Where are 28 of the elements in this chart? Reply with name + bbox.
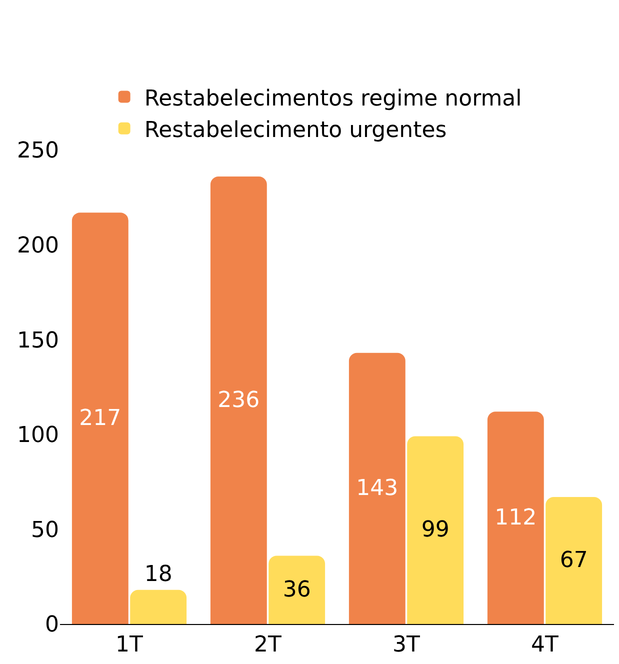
bar xyxy=(487,412,544,624)
legend-label: Restabelecimentos regime normal xyxy=(144,86,522,112)
bar xyxy=(72,212,128,624)
y-tick-label: 50 xyxy=(31,518,59,543)
bar xyxy=(348,352,406,624)
bar xyxy=(407,436,464,624)
x-tick-label: 3T xyxy=(392,632,421,658)
bar xyxy=(546,496,602,624)
data-label: 112 xyxy=(494,505,537,530)
y-tick-label: 100 xyxy=(17,423,59,448)
data-label: 18 xyxy=(144,562,172,587)
data-label: 99 xyxy=(421,518,450,543)
data-label: 236 xyxy=(218,388,260,413)
x-tick-label: 2T xyxy=(254,632,282,658)
bar xyxy=(130,590,187,624)
bar xyxy=(268,556,326,624)
data-label: 67 xyxy=(560,548,588,573)
y-tick-label: 250 xyxy=(17,138,59,164)
x-tick-label: 4T xyxy=(531,632,560,658)
y-tick-label: 150 xyxy=(17,328,59,354)
legend-label: Restabelecimento urgentes xyxy=(144,118,447,143)
y-tick-label: 200 xyxy=(17,234,59,258)
data-label: 36 xyxy=(282,577,311,602)
bar xyxy=(210,176,267,624)
x-tick-label: 1T xyxy=(116,632,144,658)
y-tick-label: 0 xyxy=(45,612,59,638)
data-label: 217 xyxy=(79,406,122,431)
data-label: 143 xyxy=(356,476,398,501)
